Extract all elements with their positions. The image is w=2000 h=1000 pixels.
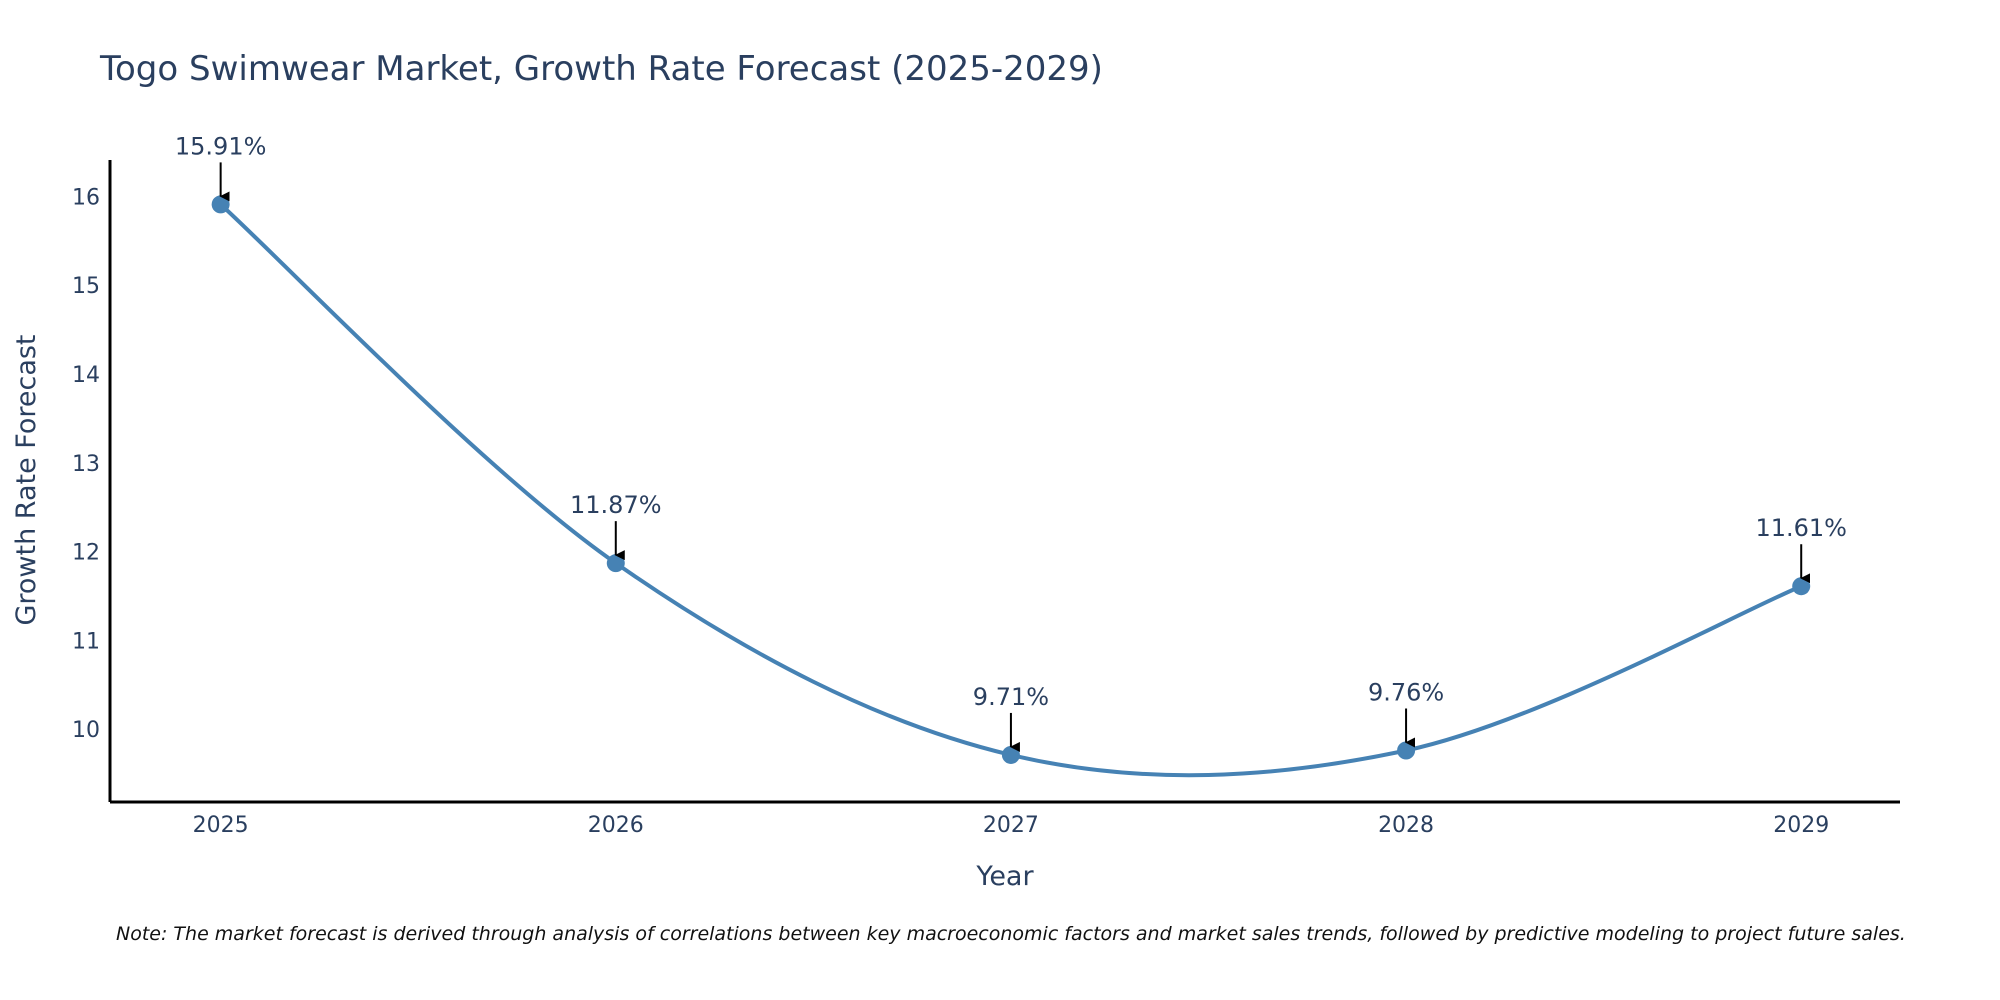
data-point	[606, 554, 625, 573]
series-line	[219, 202, 1802, 778]
data-annotations: 15.91% 11.87% 9.71% 9.76% 11.61%	[175, 132, 1847, 752]
x-tick-label: 2029	[1773, 813, 1829, 838]
axes	[108, 160, 1900, 804]
data-label: 11.61%	[1755, 514, 1847, 542]
y-tick-label: 15	[72, 274, 100, 299]
y-tick-label: 14	[72, 363, 100, 388]
y-tick-label: 12	[72, 541, 100, 566]
data-label: 11.87%	[570, 491, 662, 519]
x-axis-title: Year	[975, 861, 1034, 892]
chart-note: Note: The market forecast is derived thr…	[116, 923, 1906, 945]
x-tick-label: 2025	[193, 813, 249, 838]
data-label: 9.71%	[973, 683, 1049, 711]
data-point	[1001, 745, 1020, 764]
y-tick-label: 10	[72, 718, 100, 743]
data-point	[211, 195, 230, 214]
x-tick-label: 2028	[1378, 813, 1434, 838]
data-point	[1792, 577, 1811, 596]
y-axis-title: Growth Rate Forecast	[11, 334, 42, 625]
y-tick-label: 11	[72, 629, 100, 654]
y-ticks: 10 11 12 13 14 15 16	[72, 185, 100, 743]
x-tick-label: 2026	[588, 813, 644, 838]
x-tick-label: 2027	[983, 813, 1039, 838]
data-label: 9.76%	[1368, 678, 1444, 706]
y-tick-label: 16	[72, 185, 100, 210]
data-point	[1397, 741, 1416, 760]
chart-title: Togo Swimwear Market, Growth Rate Foreca…	[99, 49, 1103, 89]
data-points	[211, 195, 1811, 764]
data-label: 15.91%	[175, 132, 267, 160]
x-ticks: 2025 2026 2027 2028 2029	[193, 813, 1830, 838]
y-tick-label: 13	[72, 452, 100, 477]
